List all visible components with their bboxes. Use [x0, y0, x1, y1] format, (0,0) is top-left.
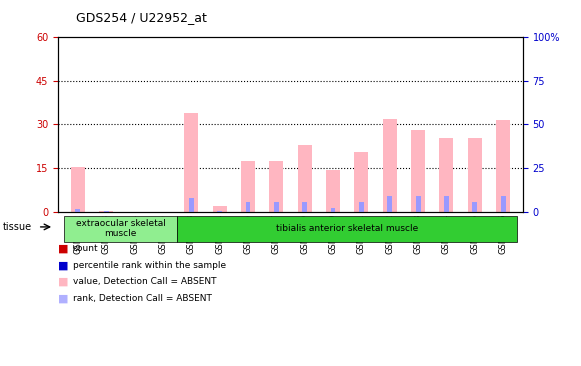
Text: ■: ■: [58, 293, 69, 303]
Bar: [184, 113, 198, 212]
Bar: [468, 138, 482, 212]
Text: count: count: [73, 244, 98, 253]
Bar: [297, 145, 312, 212]
Text: ■: ■: [58, 244, 69, 254]
Bar: [217, 211, 222, 212]
Bar: [496, 120, 510, 212]
Bar: [415, 196, 421, 212]
Text: extraocular skeletal
muscle: extraocular skeletal muscle: [76, 219, 166, 239]
Bar: [387, 196, 392, 212]
Text: rank, Detection Call = ABSENT: rank, Detection Call = ABSENT: [73, 294, 211, 303]
Bar: [274, 202, 279, 212]
FancyBboxPatch shape: [177, 216, 517, 242]
Bar: [189, 198, 194, 212]
Bar: [439, 138, 453, 212]
Text: ■: ■: [58, 260, 69, 270]
Text: tibialis anterior skeletal muscle: tibialis anterior skeletal muscle: [276, 224, 418, 233]
Bar: [302, 202, 307, 212]
Bar: [331, 208, 335, 212]
Bar: [501, 196, 505, 212]
Text: value, Detection Call = ABSENT: value, Detection Call = ABSENT: [73, 277, 216, 286]
FancyBboxPatch shape: [64, 216, 177, 242]
Bar: [359, 202, 364, 212]
Bar: [326, 170, 340, 212]
Bar: [444, 196, 449, 212]
Bar: [241, 161, 255, 212]
Bar: [411, 130, 425, 212]
Bar: [269, 161, 284, 212]
Bar: [213, 206, 227, 212]
Bar: [76, 209, 80, 212]
Bar: [472, 202, 477, 212]
Bar: [354, 152, 368, 212]
Bar: [104, 211, 109, 212]
Text: ■: ■: [58, 277, 69, 287]
Text: GDS254 / U22952_at: GDS254 / U22952_at: [76, 11, 206, 24]
Bar: [246, 202, 250, 212]
Text: percentile rank within the sample: percentile rank within the sample: [73, 261, 226, 270]
Bar: [71, 167, 85, 212]
Text: tissue: tissue: [3, 222, 32, 232]
Bar: [383, 119, 397, 212]
